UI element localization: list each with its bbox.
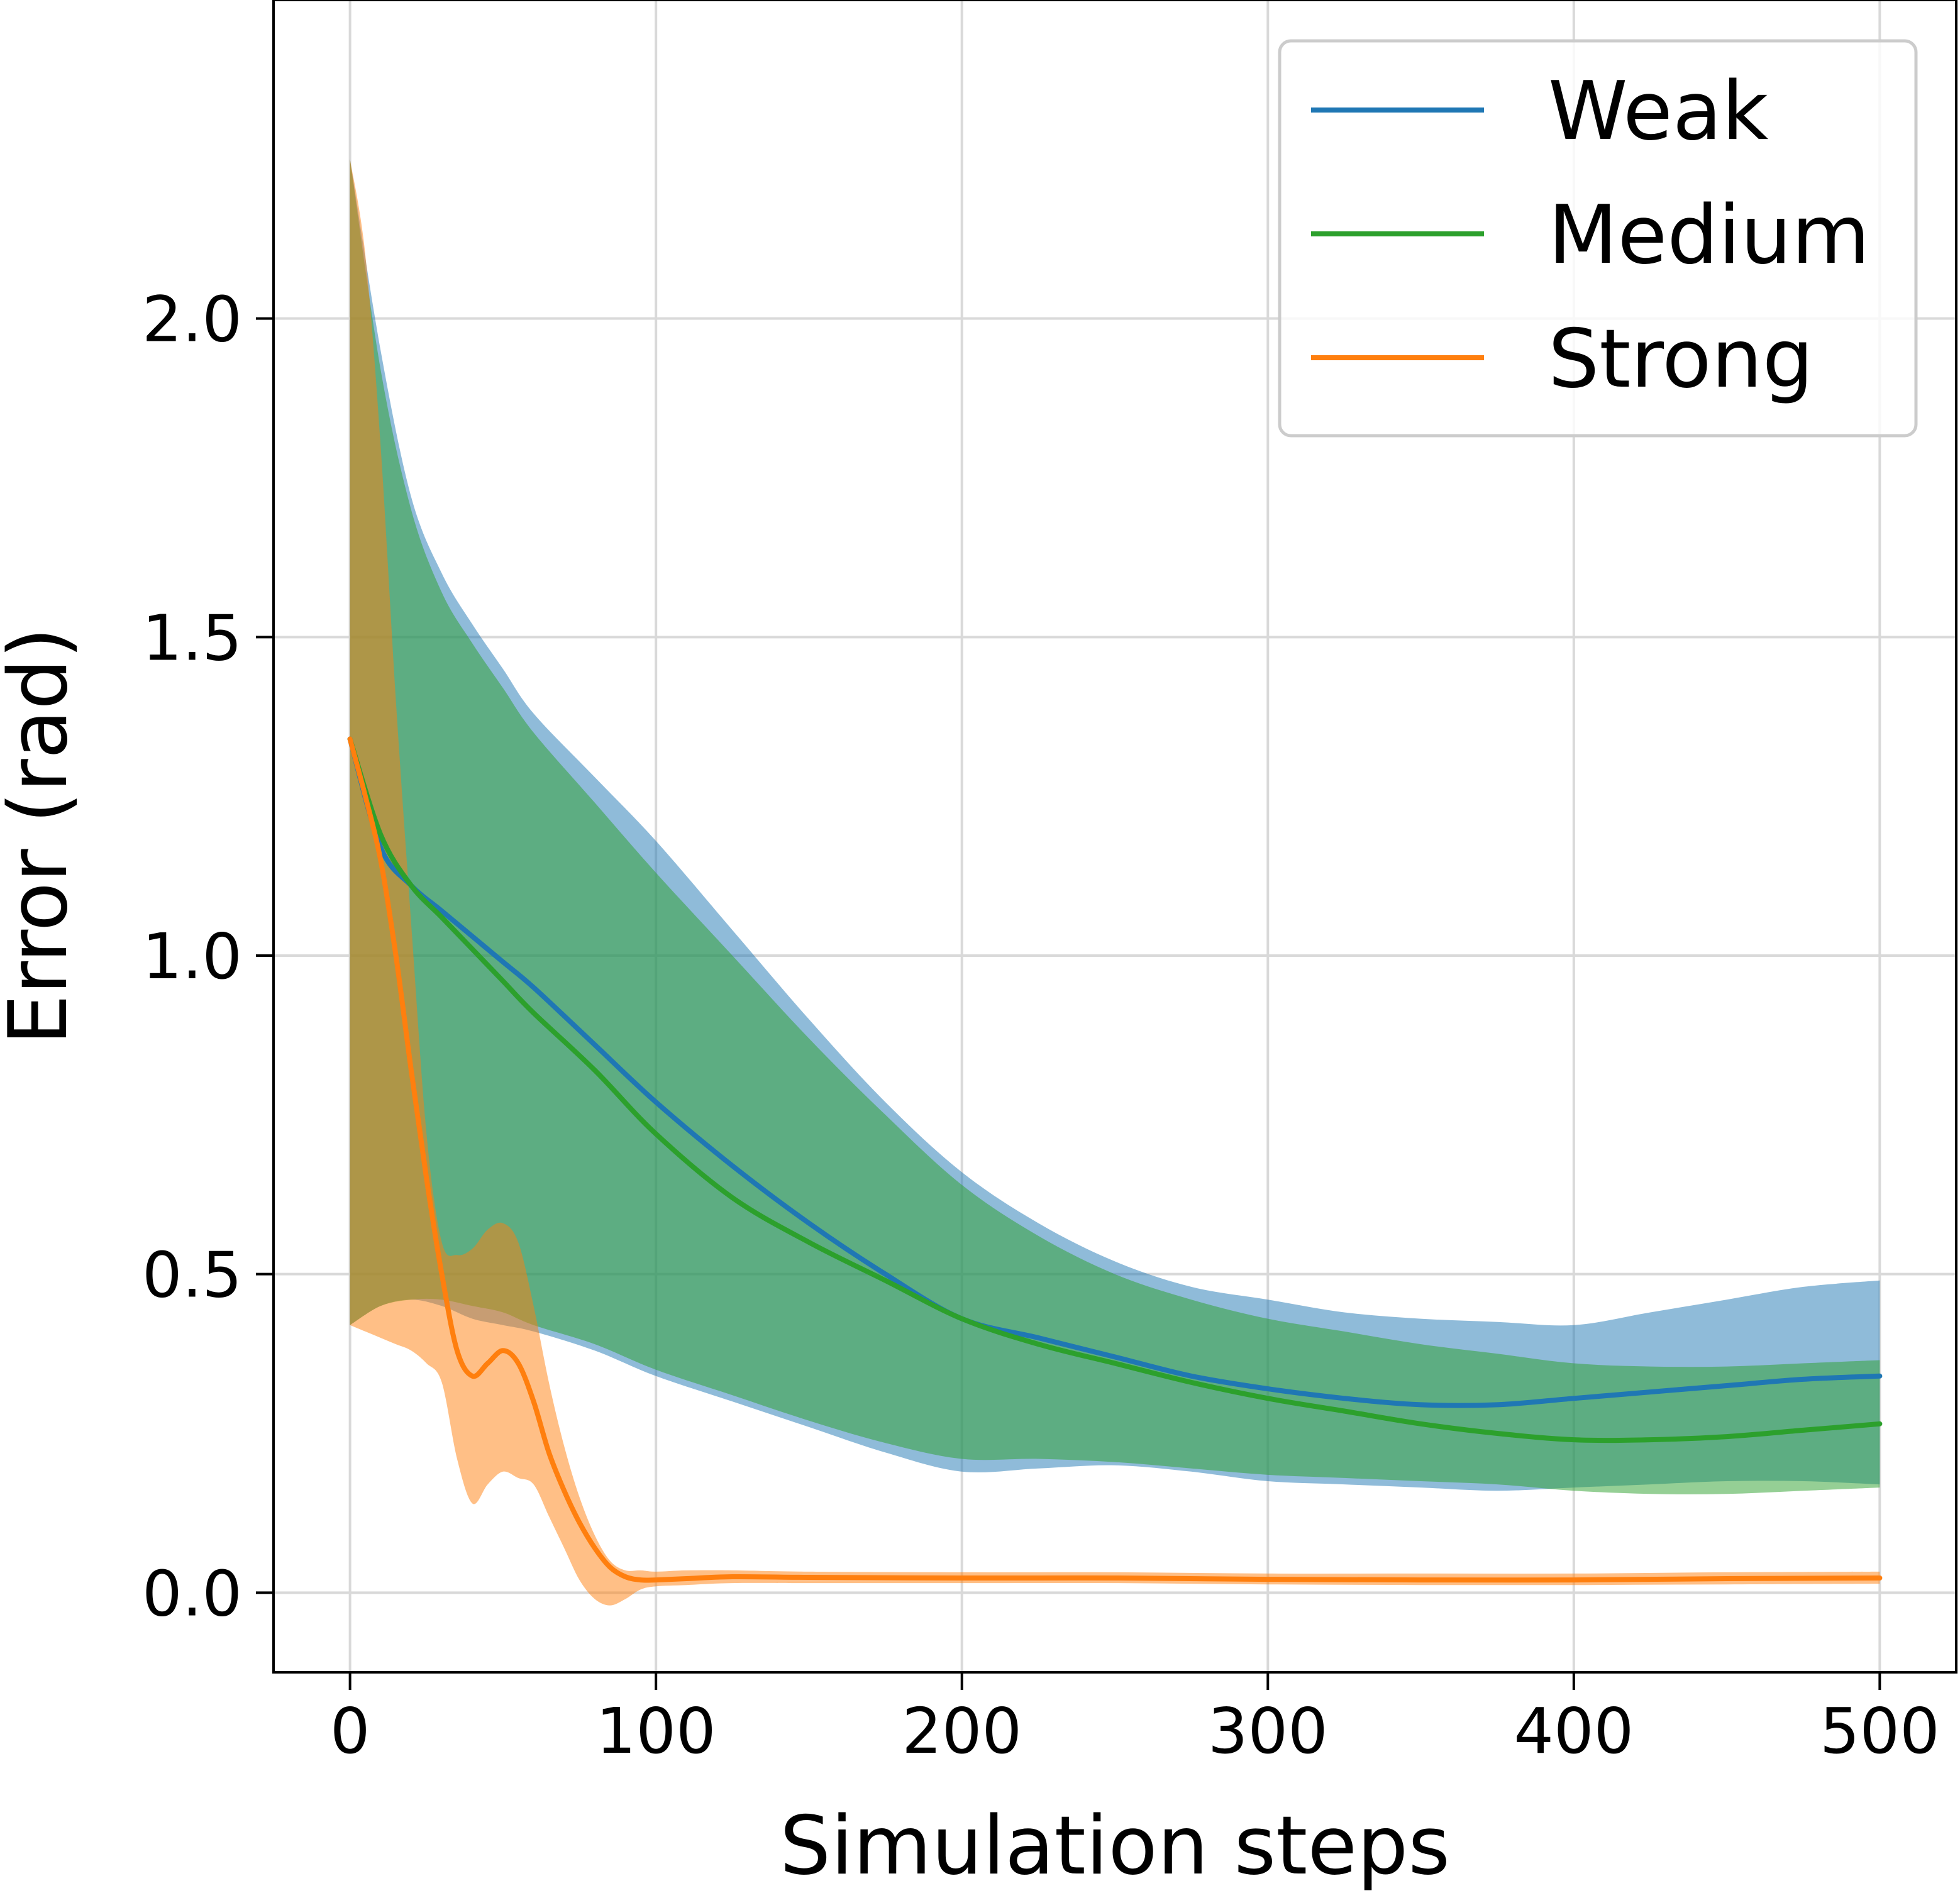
legend-frame: [1278, 39, 1918, 438]
x-tick-label: 200: [902, 1694, 1022, 1768]
y-tick-label: 2.0: [142, 283, 242, 356]
y-tick-label: 1.5: [142, 601, 242, 675]
x-tick-label: 500: [1820, 1694, 1940, 1768]
legend: Weak Medium Strong: [1278, 39, 1918, 438]
x-axis-label: Simulation steps: [780, 1799, 1450, 1893]
y-tick-label: 0.0: [142, 1557, 242, 1630]
legend-label-weak: Weak: [1548, 65, 1768, 158]
y-tick-label: 1.0: [142, 920, 242, 993]
series-lines: [347, 736, 1883, 1583]
x-tick-label: 300: [1208, 1694, 1328, 1768]
y-tick-label: 0.5: [142, 1239, 242, 1312]
strong-line: [347, 736, 1883, 1583]
medium-line: [347, 736, 1883, 1443]
confidence-bands: [350, 159, 1880, 1606]
x-tick-label: 100: [596, 1694, 716, 1768]
x-tick-label: 400: [1514, 1694, 1634, 1768]
x-tick-label: 0: [330, 1694, 370, 1768]
axis-ticks: 0 100 200 300 400 500 0.0 0.5 1.0 1.5 2.0: [142, 283, 1940, 1768]
strong-band: [350, 159, 1880, 1606]
y-axis-label: Error (rad): [0, 627, 86, 1046]
medium-band: [350, 159, 1880, 1494]
legend-label-strong: Strong: [1548, 312, 1813, 406]
plot-frame: [272, 0, 1957, 1674]
legend-label-medium: Medium: [1548, 189, 1870, 282]
